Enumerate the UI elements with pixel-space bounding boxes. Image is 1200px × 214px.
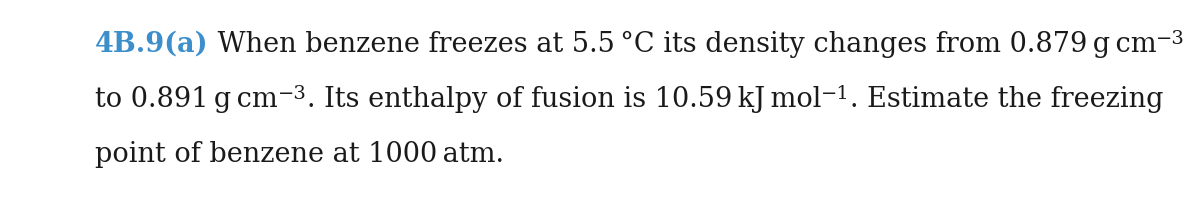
- Text: . Estimate the freezing: . Estimate the freezing: [850, 86, 1163, 113]
- Text: to 0.891 g cm: to 0.891 g cm: [95, 86, 277, 113]
- Text: point of benzene at 1000 atm.: point of benzene at 1000 atm.: [95, 141, 504, 168]
- Text: −3: −3: [277, 85, 307, 103]
- Text: . Its enthalpy of fusion is 10.59 kJ mol: . Its enthalpy of fusion is 10.59 kJ mol: [307, 86, 821, 113]
- Text: When benzene freezes at 5.5 °C its density changes from 0.879 g cm: When benzene freezes at 5.5 °C its densi…: [209, 31, 1157, 58]
- Text: 4B.9(a): 4B.9(a): [95, 31, 209, 58]
- Text: −3: −3: [1157, 30, 1186, 48]
- Text: −1: −1: [821, 85, 850, 103]
